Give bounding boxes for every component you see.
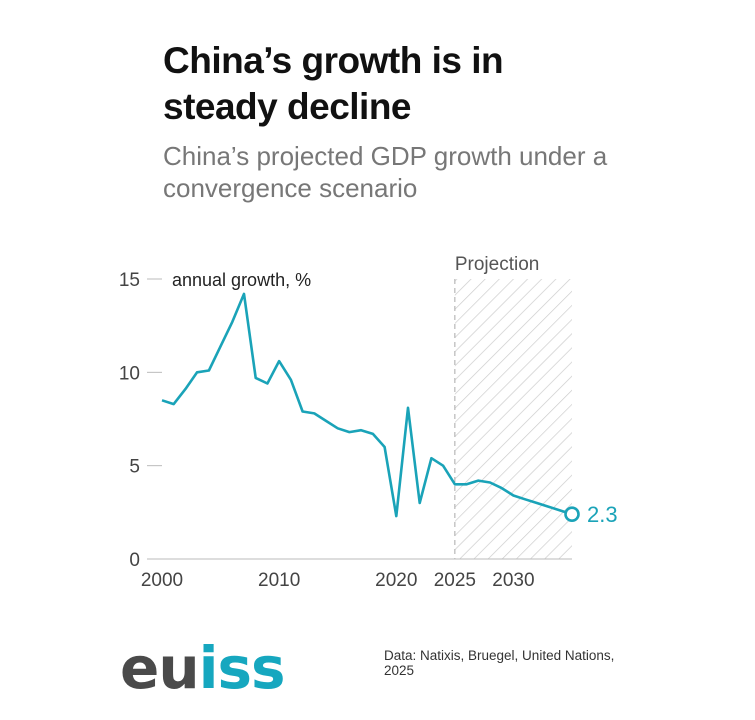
x-tick-label: 2025	[434, 570, 476, 591]
x-tick-label: 2030	[492, 570, 534, 591]
logo-part-eu: eu	[120, 634, 200, 702]
chart-subtitle: China’s projected GDP growth under a con…	[163, 141, 608, 203]
y-tick-label: 5	[129, 457, 140, 478]
growth-series-line	[161, 292, 573, 518]
y-axis-label: annual growth, %	[172, 270, 311, 290]
euiss-logo: euiss	[120, 638, 286, 698]
end-value-label: 2.3	[587, 502, 618, 527]
x-tick-label: 2010	[258, 570, 300, 591]
logo-part-iss: iss	[198, 634, 286, 702]
projection-label: Projection	[455, 254, 540, 275]
x-tick-label: 2000	[141, 570, 183, 591]
y-tick-label: 10	[119, 363, 140, 384]
end-point-marker	[564, 506, 580, 523]
x-tick-label: 2020	[375, 570, 417, 591]
projection-area	[454, 279, 572, 559]
y-tick-label: 15	[119, 270, 140, 291]
chart-title: China’s growth is in steady decline	[163, 40, 504, 127]
data-source: Data: Natixis, Bruegel, United Nations, …	[384, 648, 615, 678]
y-tick-label: 0	[129, 550, 140, 571]
